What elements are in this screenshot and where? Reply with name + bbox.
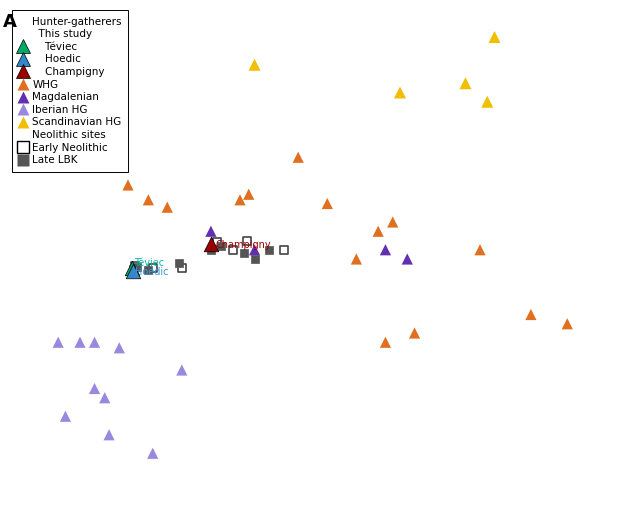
Point [278, 246, 289, 254]
Point [242, 236, 252, 244]
Point [482, 97, 492, 106]
Text: Champigny: Champigny [216, 239, 271, 250]
Point [562, 320, 572, 328]
Point [206, 240, 216, 248]
Point [177, 264, 187, 272]
Point [490, 33, 500, 41]
Point [351, 255, 362, 263]
Point [250, 246, 260, 254]
Point [174, 258, 184, 267]
Point [132, 263, 142, 271]
Point [460, 79, 470, 88]
Point [228, 246, 238, 254]
Point [322, 199, 332, 208]
Point [410, 329, 420, 337]
Point [250, 61, 260, 69]
Point [239, 249, 250, 257]
Point [380, 246, 390, 254]
Text: Téviec: Téviec [134, 258, 164, 268]
Point [475, 246, 485, 254]
Point [402, 255, 412, 263]
Point [130, 262, 140, 270]
Point [264, 246, 274, 254]
Point [90, 384, 100, 393]
Point [395, 89, 405, 97]
Point [104, 430, 114, 439]
Point [293, 153, 303, 162]
Point [206, 227, 216, 235]
Point [235, 196, 245, 204]
Point [127, 264, 137, 272]
Point [100, 394, 110, 402]
Point [123, 181, 133, 189]
Point [75, 338, 85, 347]
Point [373, 227, 383, 235]
Point [388, 218, 398, 226]
Point [53, 338, 63, 347]
Point [244, 190, 254, 198]
Point [526, 310, 536, 319]
Point [114, 343, 124, 352]
Point [250, 255, 260, 263]
Text: Hoedic: Hoedic [135, 267, 168, 277]
Point [148, 264, 158, 272]
Point [104, 116, 114, 124]
Point [177, 366, 187, 374]
Point [127, 267, 138, 276]
Point [380, 338, 390, 347]
Text: A: A [3, 13, 17, 31]
Point [60, 412, 70, 421]
Point [212, 238, 222, 247]
Point [143, 266, 154, 274]
Point [216, 242, 226, 250]
Point [90, 338, 100, 347]
Point [162, 203, 172, 211]
Point [148, 449, 158, 457]
Point [143, 196, 154, 204]
Point [128, 265, 138, 274]
Point [206, 246, 216, 254]
Legend: Hunter-gatherers,   This study,     Téviec,     Hoedic,     Champigny, WHG, Magd: Hunter-gatherers, This study, Téviec, Ho… [12, 10, 128, 171]
